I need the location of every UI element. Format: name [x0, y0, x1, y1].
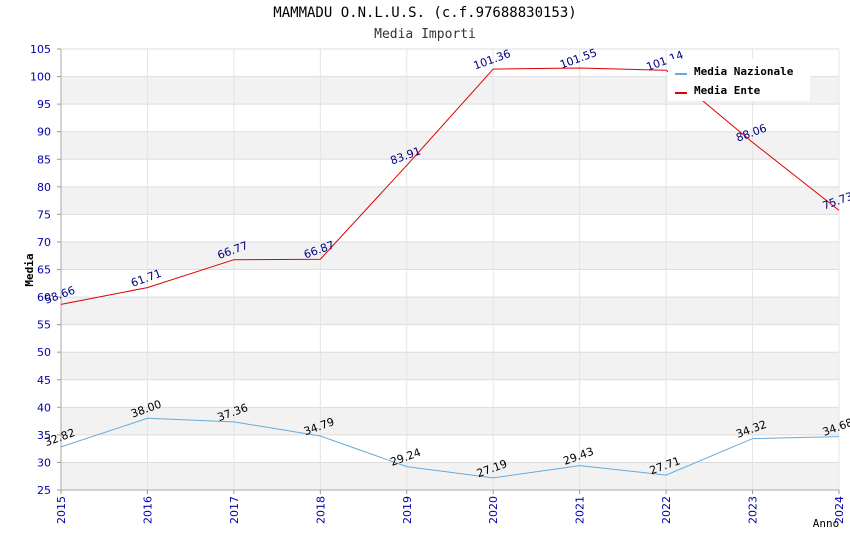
x-tick-label: 2023 [747, 496, 760, 524]
axes [57, 48, 840, 494]
y-tick-label: 55 [37, 319, 51, 332]
x-tick-label: 2017 [228, 496, 241, 524]
legend: Media Nazionale Media Ente [668, 59, 810, 101]
plot-band [61, 297, 839, 325]
y-tick-label: 35 [37, 429, 51, 442]
y-tick-label: 90 [37, 126, 51, 139]
x-tick-label: 2022 [660, 496, 673, 524]
x-tick-label: 2019 [401, 496, 414, 524]
series-line-media-nazionale [60, 417, 840, 479]
x-tick-label: 2021 [574, 496, 587, 524]
y-tick-label: 40 [37, 401, 51, 414]
y-tick-label: 105 [30, 43, 51, 56]
y-tick-label: 65 [37, 264, 51, 277]
plot-band [61, 352, 839, 380]
y-tick-label: 50 [37, 346, 51, 359]
x-tick-label: 2015 [55, 496, 68, 524]
chart-subtitle: Media Importi [374, 27, 476, 42]
x-axis-label: Anno [813, 517, 840, 530]
series-lines [60, 67, 840, 479]
y-tick-label: 45 [37, 374, 51, 387]
plot-band [61, 186, 839, 215]
plot-band [61, 241, 839, 270]
y-axis-label: Media [23, 253, 36, 286]
plot-band [61, 407, 839, 435]
legend-label: Media Nazionale [694, 65, 794, 78]
chart-title: MAMMADU O.N.L.U.S. (c.f.97688830153) [273, 5, 577, 21]
y-tick-label: 25 [37, 484, 51, 497]
plot-bands [61, 49, 839, 490]
plot-band [61, 131, 839, 160]
y-tick-label: 70 [37, 236, 51, 249]
y-tick-label: 75 [37, 208, 51, 221]
plot-band [61, 462, 839, 490]
y-tick-label: 80 [37, 181, 51, 194]
y-tick-labels: 25 30 35 40 45 50 55 60 65 70 75 80 85 90 95 100 105 [30, 43, 51, 497]
y-tick-label: 30 [37, 456, 51, 469]
x-tick-label: 2020 [487, 496, 500, 524]
series-line-media-ente [60, 67, 840, 305]
y-tick-label: 85 [37, 153, 51, 166]
legend-label: Media Ente [694, 84, 761, 97]
legend-box [668, 59, 810, 101]
x-tick-label: 2024 [833, 496, 846, 524]
y-tick-label: 60 [37, 291, 51, 304]
x-tick-label: 2018 [314, 496, 327, 524]
y-tick-label: 95 [37, 98, 51, 111]
x-tick-labels: 2015 2016 2017 2018 2019 2020 2021 2022 2023 2024 [55, 496, 846, 524]
y-tick-label: 100 [30, 71, 51, 84]
x-tick-label: 2016 [141, 496, 154, 524]
